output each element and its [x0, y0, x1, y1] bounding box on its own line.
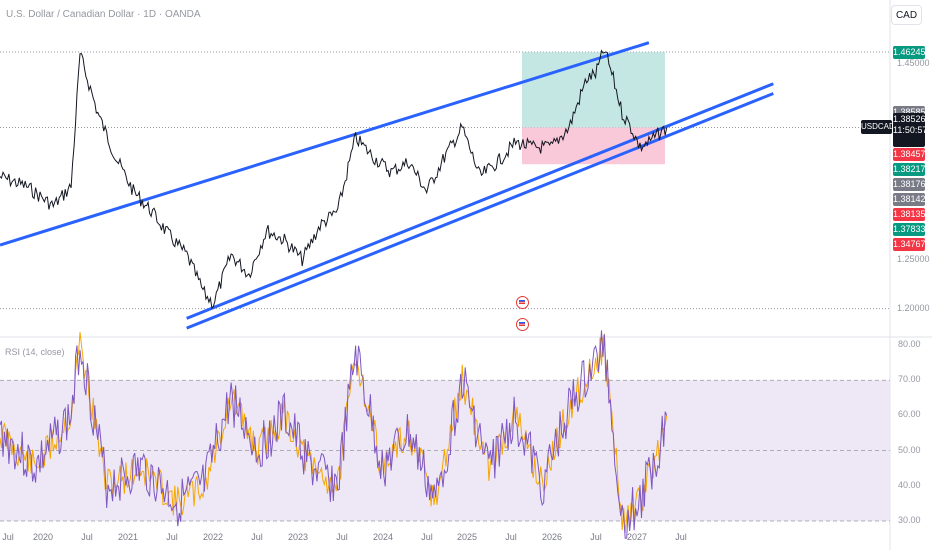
- time-axis-label: Jul: [81, 532, 93, 542]
- price-tag: 1.34767: [893, 238, 926, 251]
- rsi-line: [0, 330, 668, 539]
- rsi-axis-label: 40.00: [898, 479, 921, 490]
- price-tag: 1.38176: [893, 178, 926, 191]
- price-tag: 1.38217: [893, 163, 926, 176]
- channel-lower-line-2: [186, 92, 774, 330]
- current-price-tag: 1.38526 11:50:57: [893, 113, 928, 147]
- channel-upper-line: [0, 41, 650, 247]
- time-axis-label: 2025: [456, 532, 478, 542]
- time-axis-label: 2020: [32, 532, 54, 542]
- time-axis-label: 2022: [202, 532, 224, 542]
- symbol-tag: USDCAD: [861, 120, 895, 134]
- us-flag-event-icon[interactable]: [516, 318, 529, 331]
- price-axis-label: 1.20000: [897, 302, 930, 313]
- currency-button[interactable]: CAD: [891, 5, 922, 25]
- rsi-title: RSI (14, close): [5, 347, 65, 357]
- price-tag: 1.37833: [893, 223, 926, 236]
- time-axis-label: 2024: [372, 532, 394, 542]
- channel-lower-line: [186, 82, 774, 320]
- rsi-axis-label: 30.00: [898, 514, 921, 525]
- time-axis-label: 2027: [626, 532, 648, 542]
- time-axis-label: 2021: [117, 532, 139, 542]
- time-axis-label: Jul: [675, 532, 687, 542]
- time-axis-label: 2023: [287, 532, 309, 542]
- time-axis-label: Jul: [336, 532, 348, 542]
- time-axis-label: Jul: [505, 532, 517, 542]
- countdown: 11:50:57: [893, 125, 928, 135]
- price-line: [0, 49, 668, 310]
- time-axis-label: Jul: [2, 532, 14, 542]
- time-axis-label: Jul: [166, 532, 178, 542]
- rsi-axis-label: 60.00: [898, 409, 921, 420]
- us-flag-event-icon[interactable]: [516, 296, 529, 309]
- rsi-axis-label: 70.00: [898, 374, 921, 385]
- price-tag: 1.46245: [893, 46, 926, 60]
- rsi-ma-line: [0, 331, 668, 534]
- time-axis-label: Jul: [590, 532, 602, 542]
- price-axis-label: 1.25000: [897, 253, 930, 264]
- price-tag: 1.38135: [893, 208, 926, 221]
- rsi-axis-label: 50.00: [898, 444, 921, 455]
- price-tag: 1.38457: [893, 148, 926, 161]
- price-axis-label: 1.45000: [897, 58, 930, 69]
- time-axis-label: 2026: [541, 532, 563, 542]
- price-tag: 1.38142: [893, 193, 926, 206]
- time-axis-label: Jul: [421, 532, 433, 542]
- profit-zone: [522, 52, 665, 128]
- time-axis-label: Jul: [251, 532, 263, 542]
- chart-title: U.S. Dollar / Canadian Dollar · 1D · OAN…: [6, 9, 201, 20]
- rsi-axis-label: 80.00: [898, 339, 921, 350]
- current-price: 1.38526: [893, 114, 926, 124]
